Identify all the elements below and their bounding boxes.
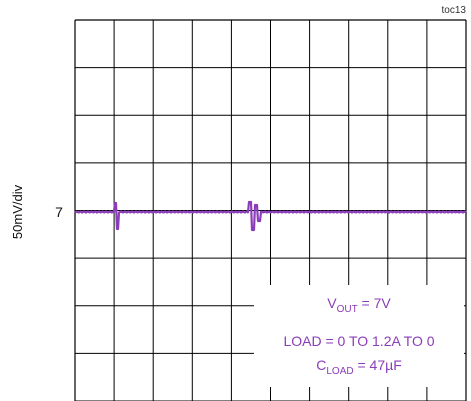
y-axis-label: 50mV/div (10, 184, 25, 239)
cload-prefix: C (316, 357, 326, 373)
vout-subscript: OUT (337, 304, 358, 315)
cload-subscript: LOAD (326, 366, 353, 377)
annotation: VOUT = 7V LOAD = 0 TO 1.2A TO 0 CLOAD = … (283, 295, 434, 377)
vout-prefix: V (327, 295, 337, 311)
annotation-cload: CLOAD = 47µF (316, 357, 402, 377)
figure-id: toc13 (442, 5, 467, 16)
series-line (74, 200, 467, 232)
series-path (74, 200, 467, 232)
y-marker-label: 7 (55, 204, 63, 220)
vout-value: = 7V (358, 295, 392, 311)
annotation-vout: VOUT = 7V (327, 295, 391, 315)
cload-value: = 47µF (354, 357, 402, 373)
annotation-box (254, 285, 464, 387)
annotation-load: LOAD = 0 TO 1.2A TO 0 (283, 333, 434, 349)
